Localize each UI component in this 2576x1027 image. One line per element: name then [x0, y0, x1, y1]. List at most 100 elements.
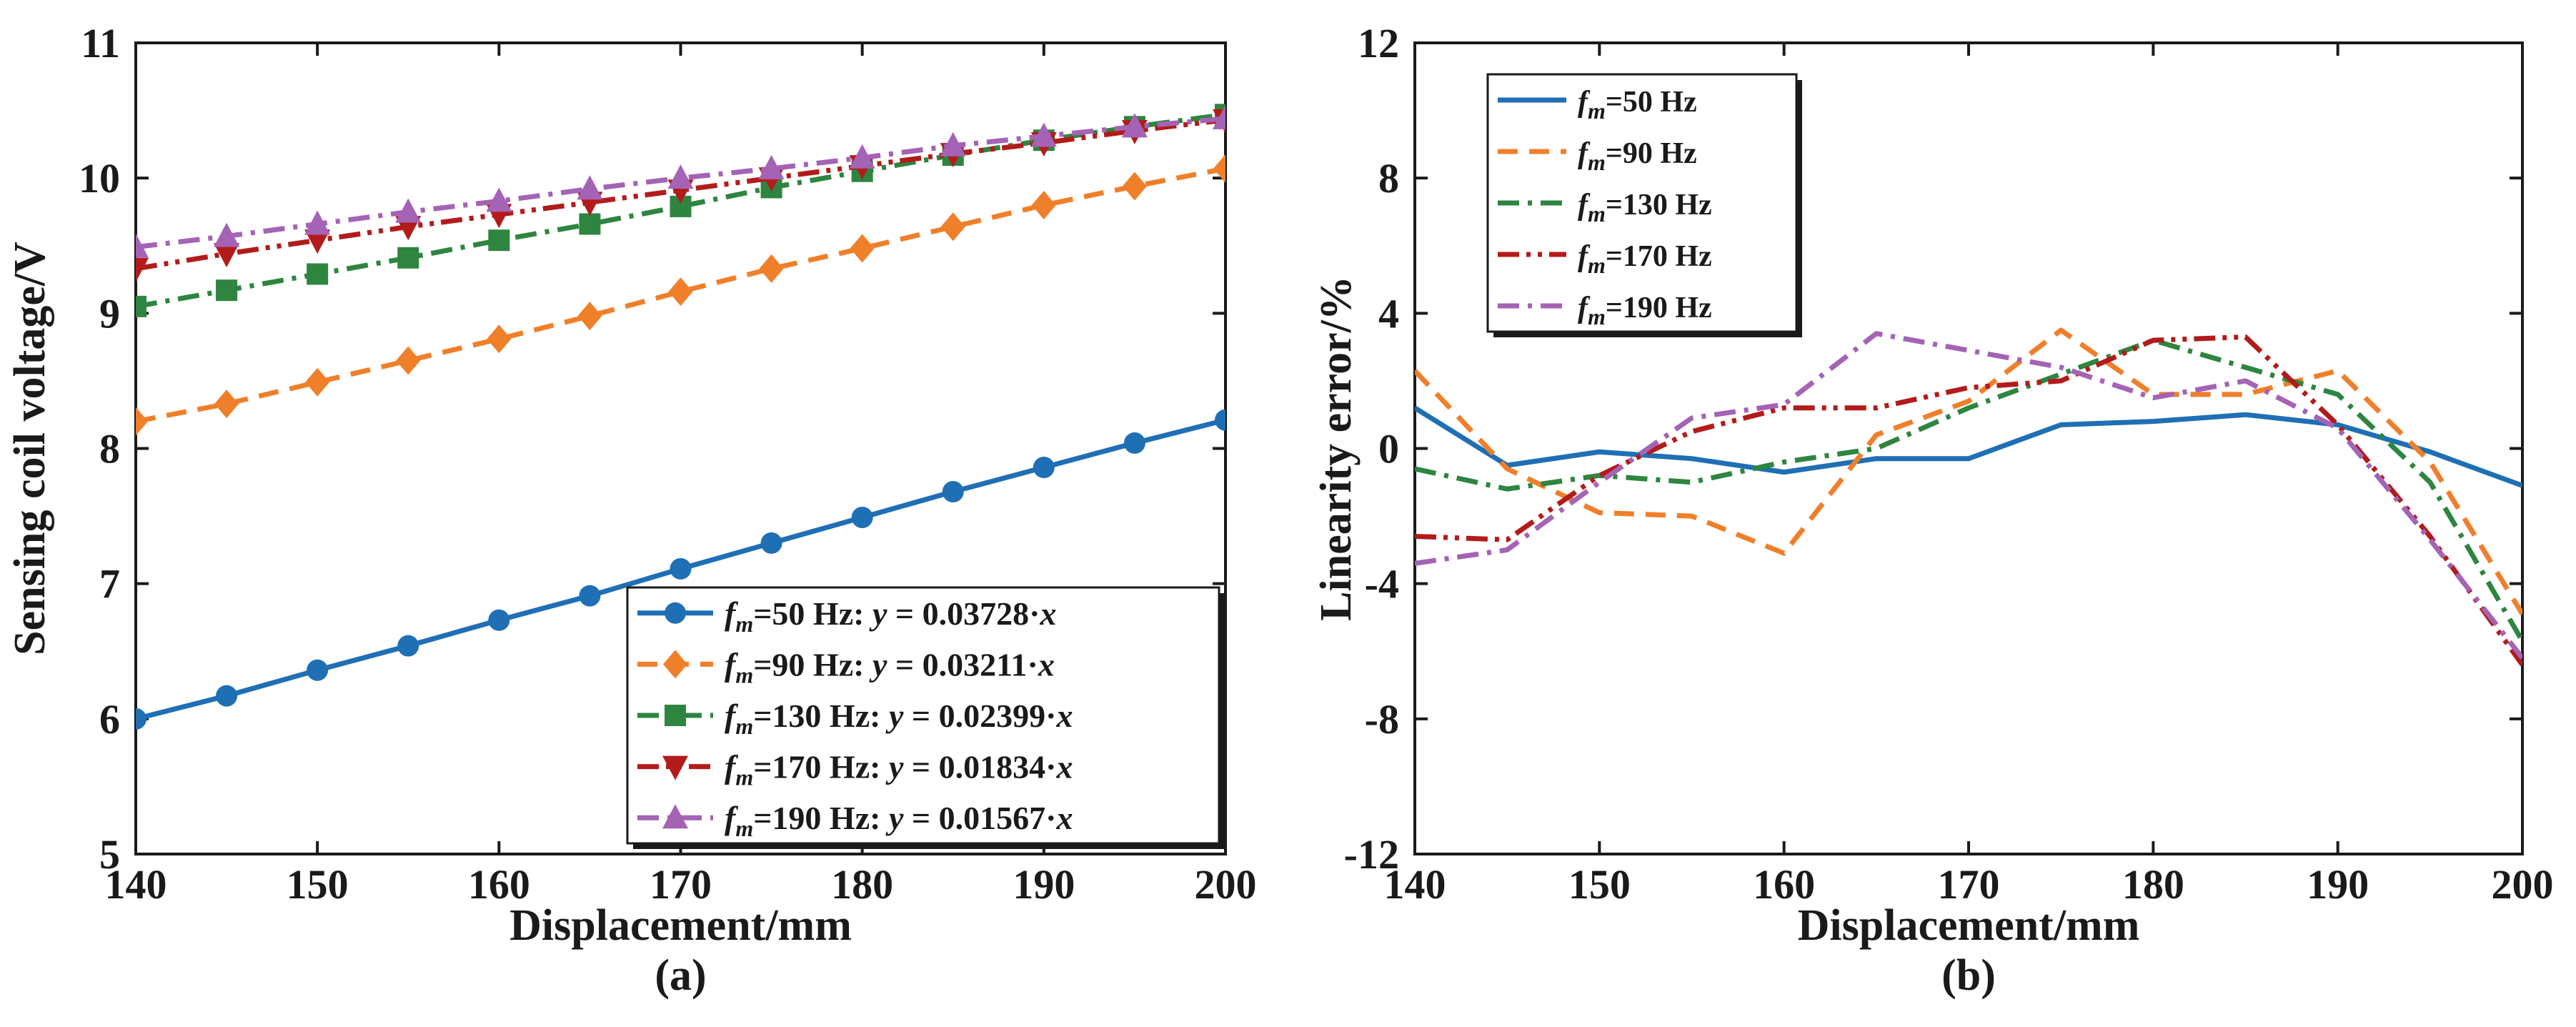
legend-pre: =90 Hz: [753, 646, 872, 683]
panel-label-a: (a) [655, 951, 706, 1000]
y-tick-label: 11 [81, 20, 120, 66]
data-area-b [1415, 327, 2522, 667]
data-area-a [136, 104, 1225, 730]
x-tick-label: 180 [2122, 861, 2184, 908]
legend-eq-mid: = 0.03728· [887, 595, 1040, 632]
legend-sub: m [735, 765, 753, 790]
x-tick-label: 140 [1384, 861, 1446, 908]
data-point-a-4 [304, 229, 331, 254]
data-point-a-2 [940, 212, 965, 242]
legend-label-a-2: fm=90 Hz: y = 0.03211·x [725, 646, 1055, 688]
data-point-a-5 [577, 175, 603, 200]
data-point-a-5 [486, 187, 512, 212]
data-point-a-2 [1031, 191, 1056, 219]
panel-b: 140 150 160 170 180 190 200 -12 -8 -4 0 4 8 12 Displac… [1312, 20, 2554, 1000]
x-tick-label: 140 [105, 861, 167, 908]
x-axis-label: Displacement/mm [1798, 901, 2140, 950]
legend-label-a-4: fm=170 Hz: y = 0.01834·x [725, 749, 1073, 790]
data-point-a-1 [670, 557, 692, 580]
legend-b [1486, 73, 1798, 333]
data-point-a-3 [579, 213, 601, 235]
legend-label-b-2: fm=90 Hz [1578, 137, 1697, 175]
x-tick-label: 190 [2307, 861, 2369, 908]
legend-f: f [725, 800, 739, 836]
legend-pre: =90 Hz [1606, 137, 1697, 170]
series-line-b-2 [1415, 327, 2522, 616]
legend-eq-mid: = 0.03211· [887, 646, 1038, 683]
data-point-a-2 [136, 407, 148, 436]
data-point-a-1 [1033, 456, 1055, 478]
data-point-a-5 [667, 164, 694, 189]
data-point-a-1 [579, 585, 601, 607]
x-tick-label: 160 [468, 861, 530, 908]
x-tick-label: 170 [1938, 861, 2000, 908]
legend-pre: =130 Hz: [753, 698, 889, 734]
x-tick-label: 160 [1753, 861, 1815, 908]
legend-eq-y: y [869, 595, 887, 632]
panel-label-b: (b) [1941, 951, 1996, 1000]
data-point-a-5 [849, 144, 875, 169]
legend-label-b-4: fm=170 Hz [1578, 240, 1712, 278]
legend-f: f [1578, 86, 1591, 119]
legend-eq-x: x [1039, 595, 1056, 632]
y-axis-label: Sensing coil voltage/V [6, 242, 54, 655]
y-tick-label: 8 [1378, 155, 1399, 202]
y-tick-label: 8 [99, 426, 120, 472]
legend-label-b-1: fm=50 Hz [1578, 86, 1697, 124]
legend-eq-mid: = 0.01834· [903, 749, 1056, 785]
y-tick-label: -8 [1365, 696, 1399, 743]
legend-f: f [1578, 292, 1591, 324]
data-point-a-5 [395, 198, 422, 223]
x-axis-label: Displacement/mm [509, 901, 852, 950]
data-point-a-2 [1213, 154, 1225, 183]
data-point-a-1 [942, 481, 964, 503]
data-point-a-1 [488, 609, 510, 631]
data-point-a-2 [850, 234, 875, 263]
y-tick-label: 0 [1378, 426, 1399, 472]
legend-eq-x: x [1055, 749, 1073, 785]
data-point-a-1 [216, 685, 238, 707]
x-tick-label: 170 [650, 861, 712, 908]
data-point-a-2 [759, 254, 784, 283]
legend-marker-a-2 [663, 650, 687, 679]
y-tick-label: 6 [99, 696, 120, 743]
panel-a: 140 150 160 170 180 190 200 5 6 7 8 9 10 11 Displaceme… [6, 20, 1257, 1000]
data-point-a-2 [214, 390, 239, 419]
data-point-a-2 [396, 346, 421, 375]
data-point-a-1 [760, 532, 782, 554]
legend-label-a-1: fm=50 Hz: y = 0.03728·x [725, 595, 1056, 637]
legend-sub: m [735, 611, 753, 637]
data-point-a-5 [136, 233, 149, 258]
legend-marker-a-5 [662, 804, 688, 829]
legend-label-b-3: fm=130 Hz [1578, 189, 1712, 227]
legend-pre: =190 Hz [1606, 292, 1712, 324]
y-tick-label: 4 [1378, 290, 1399, 337]
legend-eq-x: x [1055, 698, 1073, 734]
series-line-b-5 [1415, 331, 2522, 660]
series-line-b-3 [1415, 337, 2522, 643]
legend-pre: =130 Hz [1606, 189, 1712, 222]
legend-eq-y: y [885, 749, 904, 785]
y-tick-label: 9 [99, 290, 120, 337]
legend-marker-a-1 [665, 602, 686, 624]
x-tick-label: 200 [2492, 861, 2554, 908]
legend-f: f [725, 595, 739, 632]
data-point-a-5 [1030, 122, 1057, 147]
legend-pre: =190 Hz: [753, 800, 889, 836]
legend-label-a-5: fm=190 Hz: y = 0.01567·x [725, 800, 1073, 841]
legend-f: f [725, 698, 739, 734]
data-point-a-1 [851, 506, 873, 528]
legend-eq-mid: = 0.01567· [903, 800, 1056, 836]
data-point-a-5 [304, 210, 331, 235]
series-line-b-1 [1415, 405, 2522, 488]
legend-marker-a-3 [665, 705, 686, 726]
legend-f: f [1578, 240, 1591, 273]
legend-sub: m [1588, 304, 1606, 329]
data-point-a-5 [758, 154, 785, 179]
legend-eq-x: x [1055, 800, 1073, 836]
data-point-a-1 [397, 635, 419, 657]
data-point-a-3 [216, 279, 238, 302]
y-tick-label: -4 [1365, 561, 1399, 607]
